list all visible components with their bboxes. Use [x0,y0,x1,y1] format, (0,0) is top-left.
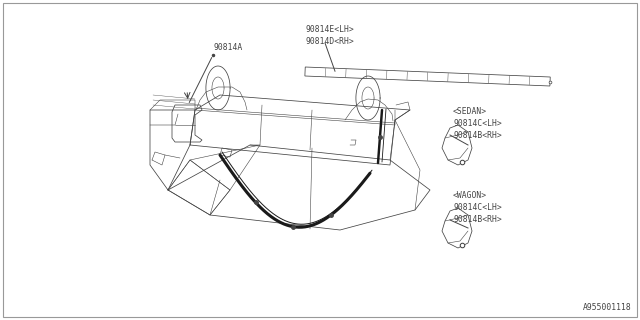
Text: 90814C<LH>: 90814C<LH> [453,204,502,212]
Text: 90814A: 90814A [213,44,243,52]
Text: <SEDAN>: <SEDAN> [453,107,487,116]
Text: <WAGON>: <WAGON> [453,191,487,201]
Text: 90814B<RH>: 90814B<RH> [453,131,502,140]
Text: 90814C<LH>: 90814C<LH> [453,118,502,127]
Text: 90814D<RH>: 90814D<RH> [305,37,354,46]
Text: 90814B<RH>: 90814B<RH> [453,215,502,225]
Text: 90814E<LH>: 90814E<LH> [305,25,354,34]
Text: A955001118: A955001118 [583,303,632,312]
